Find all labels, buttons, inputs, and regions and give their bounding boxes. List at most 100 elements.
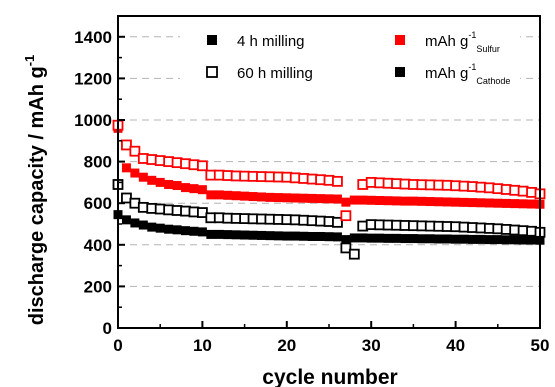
legend-label: mAh g-1Sulfur bbox=[425, 30, 500, 54]
data-point bbox=[375, 195, 385, 205]
x-tick-label: 10 bbox=[193, 336, 212, 355]
data-point bbox=[256, 230, 266, 240]
data-point bbox=[223, 190, 233, 200]
data-point bbox=[518, 235, 528, 245]
data-point bbox=[400, 234, 410, 244]
data-point bbox=[349, 195, 359, 205]
data-point bbox=[476, 198, 486, 208]
data-point bbox=[417, 234, 427, 244]
data-point bbox=[147, 222, 157, 232]
y-tick-label: 1200 bbox=[74, 69, 112, 88]
data-point bbox=[197, 227, 207, 237]
y-axis-label-main: discharge capacity / mAh g bbox=[26, 66, 48, 325]
data-point bbox=[256, 192, 266, 202]
data-point bbox=[467, 198, 477, 208]
data-point bbox=[282, 231, 292, 241]
data-point bbox=[408, 196, 418, 206]
y-tick-label: 800 bbox=[84, 153, 112, 172]
data-point bbox=[527, 199, 537, 209]
data-point bbox=[484, 235, 494, 245]
data-point bbox=[332, 175, 343, 187]
data-points bbox=[112, 119, 546, 260]
data-point bbox=[392, 233, 402, 243]
data-point bbox=[121, 163, 131, 173]
data-point bbox=[510, 235, 520, 245]
data-point bbox=[265, 192, 275, 202]
data-point bbox=[129, 145, 141, 157]
legend-background bbox=[180, 26, 520, 92]
data-point bbox=[476, 234, 486, 244]
data-point bbox=[442, 197, 452, 207]
data-point bbox=[196, 160, 208, 172]
data-point bbox=[341, 197, 351, 207]
legend-label-sup: -1 bbox=[468, 30, 476, 40]
legend-marker bbox=[207, 35, 217, 45]
data-point bbox=[459, 197, 469, 207]
data-point bbox=[181, 226, 191, 236]
data-point bbox=[316, 231, 326, 241]
data-point bbox=[501, 235, 511, 245]
data-point bbox=[324, 194, 334, 204]
data-point bbox=[425, 197, 435, 207]
y-tick-label: 1400 bbox=[74, 28, 112, 47]
data-point bbox=[248, 230, 258, 240]
data-point bbox=[417, 196, 427, 206]
data-point bbox=[375, 233, 385, 243]
y-tick-label: 1000 bbox=[74, 111, 112, 130]
x-tick-label: 30 bbox=[362, 336, 381, 355]
data-point bbox=[181, 183, 191, 193]
data-point bbox=[231, 191, 241, 201]
data-point bbox=[138, 172, 148, 182]
y-axis-label: discharge capacity / mAh g-1 bbox=[22, 55, 48, 326]
data-point bbox=[189, 184, 199, 194]
data-point bbox=[231, 230, 241, 240]
data-point bbox=[290, 193, 300, 203]
data-point bbox=[392, 196, 402, 206]
data-point bbox=[265, 231, 275, 241]
legend-label: 60 h milling bbox=[237, 65, 313, 82]
x-tick-label: 20 bbox=[277, 336, 296, 355]
data-point bbox=[332, 194, 342, 204]
data-point bbox=[223, 230, 233, 240]
data-point bbox=[164, 224, 174, 234]
data-point bbox=[332, 232, 342, 242]
data-point bbox=[240, 230, 250, 240]
data-point bbox=[214, 190, 224, 200]
data-point bbox=[307, 193, 317, 203]
data-point bbox=[316, 194, 326, 204]
x-tick-label: 40 bbox=[446, 336, 465, 355]
data-point bbox=[273, 231, 283, 241]
x-axis-label: cycle number bbox=[262, 366, 397, 387]
legend: 4 h milling 60 h milling mAh g-1Sulfur mAh … bbox=[180, 26, 520, 92]
data-point bbox=[366, 233, 376, 243]
legend-label-sub: Cathode bbox=[476, 76, 510, 86]
data-point bbox=[197, 185, 207, 195]
data-point bbox=[348, 248, 360, 260]
legend-label-sup: -1 bbox=[468, 62, 476, 72]
x-tick-label: 0 bbox=[113, 336, 122, 355]
data-point bbox=[341, 235, 351, 245]
data-point bbox=[121, 215, 131, 225]
data-point bbox=[451, 197, 461, 207]
data-point bbox=[340, 210, 352, 222]
data-point bbox=[434, 234, 444, 244]
legend-label-sub: Sulfur bbox=[476, 44, 500, 54]
data-point bbox=[501, 198, 511, 208]
data-point bbox=[451, 234, 461, 244]
data-point bbox=[155, 223, 165, 233]
data-point bbox=[484, 198, 494, 208]
data-point bbox=[358, 195, 368, 205]
y-tick-label: 600 bbox=[84, 194, 112, 213]
data-point bbox=[248, 192, 258, 202]
y-tick-label: 0 bbox=[103, 319, 112, 338]
data-point bbox=[408, 234, 418, 244]
data-point bbox=[340, 242, 352, 254]
data-point bbox=[493, 235, 503, 245]
data-point bbox=[467, 234, 477, 244]
data-point bbox=[459, 234, 469, 244]
legend-label: mAh g-1Cathode bbox=[425, 62, 510, 86]
data-point bbox=[273, 193, 283, 203]
data-point bbox=[172, 225, 182, 235]
data-point bbox=[240, 191, 250, 201]
data-point bbox=[206, 229, 216, 239]
